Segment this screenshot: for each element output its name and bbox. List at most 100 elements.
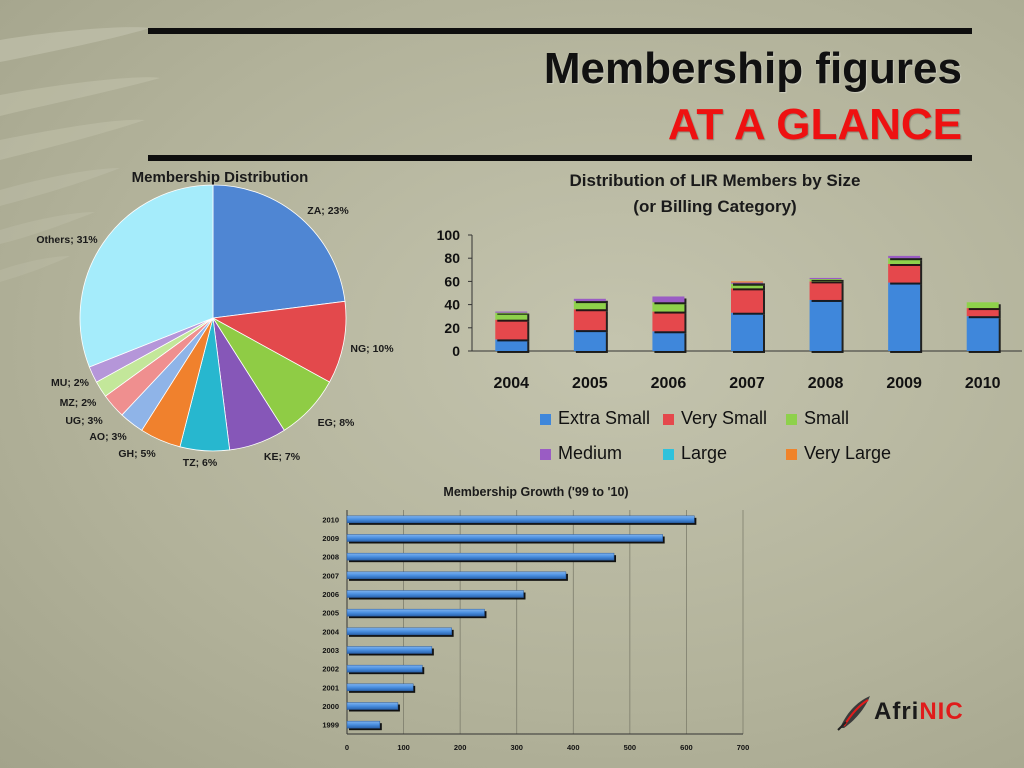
bottom-rule xyxy=(148,155,972,161)
pie-slice-label: AO; 3% xyxy=(89,431,127,443)
growth-bar xyxy=(346,702,399,710)
pie-slice xyxy=(211,300,347,383)
afrinic-logo: AfriNIC xyxy=(836,692,976,732)
pie-slice-label: NG; 10% xyxy=(350,343,394,355)
growth-x-tick-label: 400 xyxy=(567,743,580,752)
stacked-bar-shadow xyxy=(733,284,765,286)
stacked-bar-segment xyxy=(573,330,606,351)
stacked-bar-segment xyxy=(652,296,685,303)
legend-label: Very Small xyxy=(681,408,767,428)
growth-x-tick-label: 500 xyxy=(624,743,637,752)
growth-y-tick-label: 2004 xyxy=(322,627,340,636)
slide-title: Membership figures xyxy=(543,44,962,93)
stacked-y-tick-label: 80 xyxy=(444,250,460,266)
stacked-bar-shadow xyxy=(811,279,844,282)
stacked-chart-title-line2: (or Billing Category) xyxy=(633,197,796,216)
pie-slice-label: TZ; 6% xyxy=(183,457,218,469)
growth-x-tick-label: 300 xyxy=(510,743,523,752)
legend-swatch xyxy=(540,414,551,425)
feather-logo-icon xyxy=(837,696,870,731)
growth-bar xyxy=(346,720,381,729)
growth-x-tick-label: 700 xyxy=(737,743,750,752)
top-rule xyxy=(148,28,972,34)
growth-y-tick-label: 2001 xyxy=(322,683,339,692)
legend-swatch xyxy=(786,449,797,460)
growth-bar xyxy=(346,590,524,598)
stacked-bar-shadow xyxy=(890,257,923,261)
logo-text-nic: NIC xyxy=(919,698,964,725)
pie-slice xyxy=(212,184,346,319)
growth-chart-title: Membership Growth ('99 to '10) xyxy=(443,485,628,499)
stacked-bar-segment xyxy=(731,288,763,313)
legend-swatch xyxy=(540,449,551,460)
stacked-x-tick-label: 2009 xyxy=(886,375,922,392)
stacked-x-tick-label: 2008 xyxy=(808,375,844,392)
growth-x-tick-label: 100 xyxy=(397,743,410,752)
pie-chart: Membership Distribution ZA; 23% NG; 10% EG;… xyxy=(36,169,394,469)
growth-y-tick-label: 2009 xyxy=(322,534,339,543)
stacked-bar-segment xyxy=(652,311,685,332)
growth-x-tick-label: 200 xyxy=(454,743,467,752)
growth-bar xyxy=(346,534,663,542)
pie-slice-label: MU; 2% xyxy=(51,377,90,389)
stacked-chart-title-line1: Distribution of LIR Members by Size xyxy=(570,171,861,190)
stacked-bar-segment xyxy=(731,283,763,289)
stacked-bar-shadow xyxy=(497,313,530,315)
stacked-y-tick-label: 100 xyxy=(437,227,461,243)
stacked-bar-shadow xyxy=(733,283,765,285)
stacked-y-tick-label: 40 xyxy=(444,297,460,313)
pie-slice-label: UG; 3% xyxy=(65,415,103,427)
stacked-y-tick-label: 0 xyxy=(452,343,460,359)
stacked-bar-segment xyxy=(495,339,528,351)
stacked-bar-segment xyxy=(809,299,842,351)
growth-x-tick-label: 600 xyxy=(680,743,693,752)
stacked-bar-segment xyxy=(888,258,921,264)
growth-bar xyxy=(346,627,452,636)
stacked-bar-segment xyxy=(731,281,763,283)
legend-label: Extra Small xyxy=(558,408,650,428)
growth-y-tick-label: 2006 xyxy=(322,590,339,599)
stacked-bar-shadow xyxy=(811,281,844,284)
growth-y-tick-label: 2007 xyxy=(322,571,339,580)
stacked-x-tick-label: 2005 xyxy=(572,375,608,392)
stacked-bar-segment xyxy=(573,301,606,310)
growth-bar xyxy=(346,571,567,580)
growth-bar xyxy=(346,608,485,617)
pie-title: Membership Distribution xyxy=(132,169,309,186)
stacked-bar-segment xyxy=(888,255,921,259)
pie-slice-label: EG; 8% xyxy=(318,417,355,429)
pie-slice-label: GH; 5% xyxy=(118,448,156,460)
stacked-bar-segment xyxy=(966,302,999,309)
growth-bar-chart: Membership Growth ('99 to '10) 0 100 200 300… xyxy=(322,485,749,752)
legend-swatch xyxy=(663,414,674,425)
stacked-bar-segment xyxy=(495,311,528,313)
stacked-bar-segment xyxy=(966,316,999,351)
stacked-x-tick-label: 2006 xyxy=(651,375,687,392)
stacked-bar-segment xyxy=(888,282,921,351)
stacked-y-tick-label: 60 xyxy=(444,273,460,289)
pie-slice xyxy=(79,184,214,368)
stacked-bar-segment xyxy=(888,264,921,283)
pie-slice-label: Others; 31% xyxy=(36,234,98,246)
stacked-bar-segment xyxy=(573,309,606,331)
stacked-bar-segment xyxy=(809,281,842,300)
growth-bar xyxy=(346,515,695,524)
legend-label: Large xyxy=(681,443,727,463)
growth-bar xyxy=(346,664,423,673)
pie-slice-label: KE; 7% xyxy=(264,451,301,463)
growth-y-tick-label: 2005 xyxy=(322,609,339,618)
pie-slice-label: MZ; 2% xyxy=(60,397,97,409)
stacked-x-tick-label: 2007 xyxy=(729,375,765,392)
stacked-bar-segment xyxy=(495,312,528,320)
growth-bar xyxy=(346,552,615,561)
stacked-bar-segment xyxy=(731,282,763,284)
legend-label: Medium xyxy=(558,443,622,463)
logo-text: AfriNIC xyxy=(874,698,964,726)
stacked-bar-segment xyxy=(495,319,528,340)
slide-subtitle: AT A GLANCE xyxy=(667,100,962,149)
growth-y-tick-label: 1999 xyxy=(322,721,339,730)
growth-bar xyxy=(346,646,433,654)
stacked-x-tick-label: 2010 xyxy=(965,375,1001,392)
